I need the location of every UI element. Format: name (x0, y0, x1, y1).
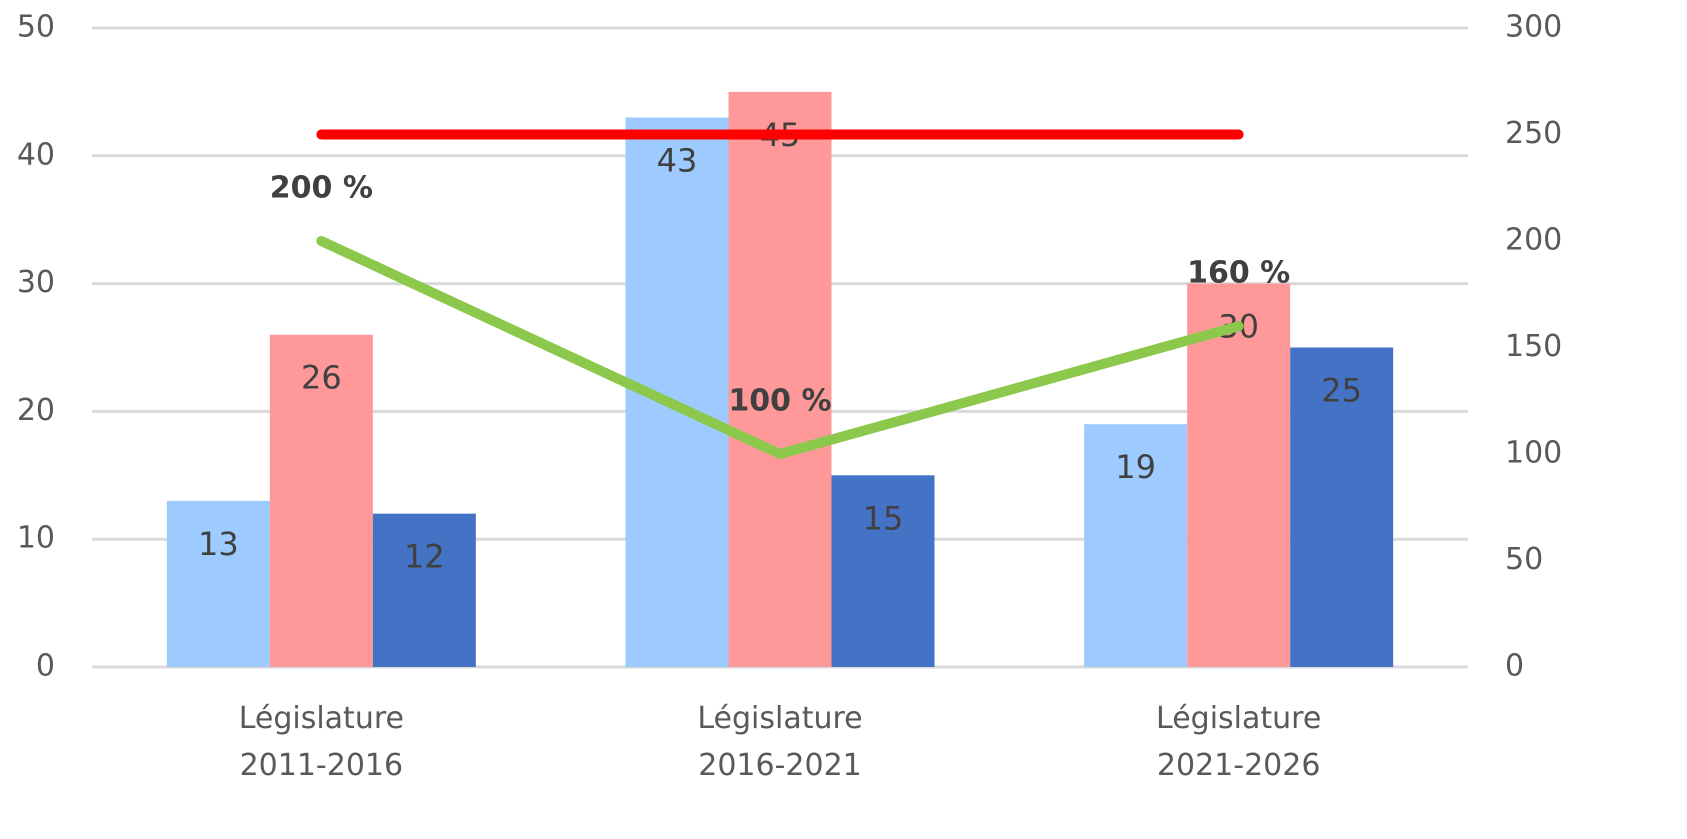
line-value-label: 100 % (728, 384, 831, 419)
bar-value-label: 26 (301, 359, 342, 397)
y-tick-label: 50 (17, 10, 55, 45)
bar (1187, 283, 1291, 667)
line-value-label: 160 % (1187, 256, 1290, 291)
bar (831, 475, 935, 667)
bar-value-label: 15 (863, 499, 904, 537)
y2-tick-label: 300 (1505, 10, 1562, 45)
line (316, 236, 1244, 459)
bar-value-label: 25 (1321, 372, 1362, 410)
y2-tick-label: 100 (1505, 436, 1562, 471)
x-tick-label: Législature 2011-2016 (238, 701, 404, 783)
bar (166, 500, 270, 667)
x-tick-label: Législature 2016-2021 (697, 701, 863, 783)
y2-tick-label: 250 (1505, 116, 1562, 151)
y-tick-label: 30 (17, 265, 55, 300)
bar-value-label: 19 (1115, 448, 1156, 486)
bar (1290, 347, 1394, 667)
bar (728, 91, 832, 667)
y-tick-label: 0 (36, 649, 55, 684)
y2-tick-label: 150 (1505, 329, 1562, 364)
bar (1084, 424, 1188, 667)
bar-value-label: 43 (657, 141, 698, 179)
y-tick-label: 10 (17, 521, 55, 556)
y-tick-label: 20 (17, 393, 55, 428)
bar-value-label: 13 (198, 525, 239, 563)
y2-tick-label: 50 (1505, 542, 1543, 577)
x-tick-label: Législature 2021-2026 (1156, 701, 1322, 783)
bar-value-label: 12 (404, 538, 445, 576)
y-tick-label: 40 (17, 137, 55, 172)
bar (372, 513, 476, 667)
y2-tick-label: 200 (1505, 223, 1562, 258)
bar (269, 334, 373, 667)
y2-tick-label: 0 (1505, 649, 1524, 684)
line-value-label: 200 % (270, 171, 373, 206)
